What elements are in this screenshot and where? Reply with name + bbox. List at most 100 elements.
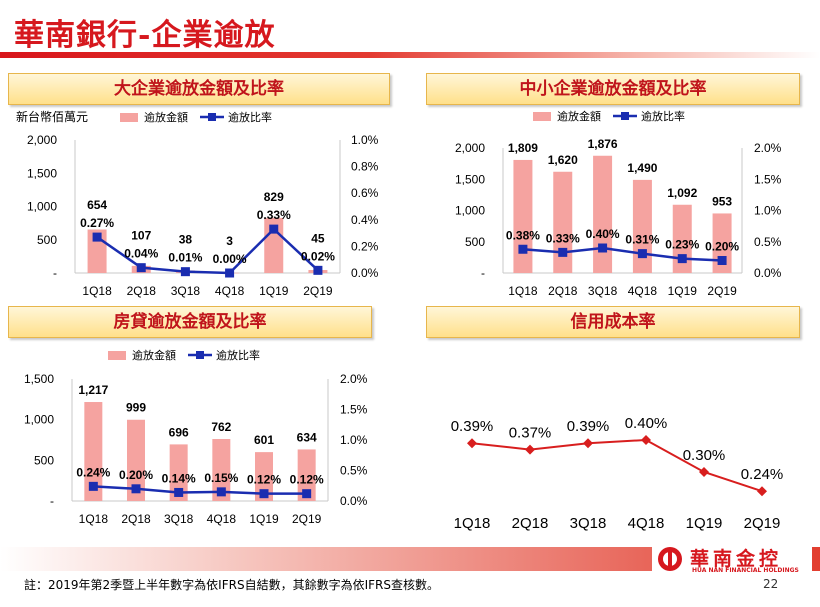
y-right-tick-label: 2.0% [754, 141, 782, 155]
bar [255, 452, 273, 501]
ratio-marker [216, 487, 226, 497]
credit-cost-value-label: 0.37% [509, 425, 552, 442]
ratio-marker [131, 484, 141, 494]
ratio-marker [136, 263, 146, 273]
logo-subtext: HUA NAN FINANCIAL HOLDINGS [692, 567, 799, 574]
x-tick-label: 1Q18 [508, 284, 538, 298]
credit-cost-marker [525, 444, 535, 455]
page-title: 華南銀行-企業逾放 [14, 18, 276, 53]
ratio-value-label: 0.27% [80, 216, 114, 230]
panel-header-credit-cost: 信用成本率 [426, 306, 800, 338]
y-right-tick-label: 0.0% [754, 266, 782, 280]
bar [297, 449, 316, 501]
bar-value-label: 1,217 [78, 383, 108, 397]
x-tick-label: 2Q19 [303, 284, 333, 298]
page-number: 22 [763, 577, 779, 591]
y-right-tick-label: 0.0% [351, 266, 379, 280]
y-right-tick-label: 1.0% [351, 133, 379, 147]
bar [712, 213, 732, 273]
panel-header-mortgage: 房貸逾放金額及比率 [8, 306, 372, 338]
credit-cost-value-label: 0.30% [683, 447, 726, 464]
bar [127, 419, 145, 501]
credit-cost-marker [699, 467, 709, 477]
large-enterprise-chart: - 500 1,000 1,500 2,000 0.0% 0.2% 0.4% 0.6% 0.8% 1… [27, 110, 379, 298]
x-tick-label: 1Q19 [686, 515, 723, 532]
x-tick-label: 1Q18 [454, 515, 491, 532]
bar [593, 155, 613, 273]
credit-cost-value-label: 0.24% [741, 466, 784, 483]
legend-bar-label: 逾放金額 [132, 348, 176, 362]
x-tick-label: 3Q18 [588, 284, 618, 298]
x-tick-label: 3Q18 [171, 284, 201, 298]
ratio-value-label: 0.38% [506, 228, 540, 242]
credit-cost-value-label: 0.40% [625, 415, 668, 432]
bar-value-label: 3 [226, 234, 233, 248]
credit-cost-value-label: 0.39% [567, 418, 610, 435]
bar [513, 159, 533, 273]
ratio-value-label: 0.33% [257, 208, 291, 222]
y-left-tick-label: 500 [34, 453, 54, 467]
bar-value-label: 762 [211, 420, 231, 434]
y-right-tick-label: 1.5% [754, 172, 782, 186]
ratio-line [522, 246, 723, 262]
bar [169, 444, 188, 501]
footnote: 註：2019年第2季暨上半年數字為依IFRS自結數，其餘數字為依IFRS查核數。 [24, 578, 439, 592]
ratio-marker [225, 268, 235, 278]
ratio-value-label: 0.31% [625, 233, 659, 247]
bar [84, 402, 103, 501]
legend-line-label: 逾放比率 [228, 110, 272, 124]
y-right-tick-label: 0.4% [351, 213, 379, 227]
bar-value-label: 634 [297, 430, 317, 444]
bar-value-label: 1,620 [548, 153, 578, 167]
y-right-tick-label: 2.0% [340, 372, 368, 386]
legend-bar-label: 逾放金額 [557, 109, 601, 123]
logo-text: 華南金控 [690, 548, 783, 570]
legend-line-marker [208, 113, 216, 121]
y-left-tick-label: 1,500 [455, 172, 485, 186]
y-left-tick-label: - [53, 266, 57, 280]
ratio-marker [717, 256, 727, 265]
ratio-value-label: 0.23% [665, 238, 699, 252]
y-right-tick-label: 0.5% [340, 464, 368, 478]
bar-value-label: 601 [254, 433, 274, 447]
panel-header-sme: 中小企業逾放金額及比率 [426, 73, 800, 105]
credit-cost-line [471, 438, 763, 493]
credit-cost-marker [467, 438, 477, 449]
ratio-marker [637, 249, 647, 259]
ratio-value-label: 0.02% [301, 249, 335, 263]
y-left-tick-label: 1,000 [455, 204, 485, 218]
ratio-marker [598, 243, 608, 253]
title-rule [0, 52, 820, 58]
ratio-value-label: 0.24% [76, 465, 110, 479]
logo-mark-icon [658, 547, 682, 571]
y-left-tick-label: 500 [37, 233, 57, 247]
ratio-value-label: 0.14% [162, 471, 196, 485]
y-left-tick-label: 1,000 [27, 200, 57, 214]
legend-bar-swatch [120, 113, 138, 122]
ratio-value-label: 0.15% [204, 471, 238, 485]
credit-cost-marker [641, 435, 651, 445]
ratio-marker [259, 489, 269, 499]
x-tick-label: 2Q19 [744, 515, 781, 532]
credit-cost-chart: 0.39% 0.37% 0.39% 0.40% 0.30% 0.24% 1Q18 2Q18 3Q… [451, 415, 784, 532]
ratio-value-label: 0.01% [168, 251, 202, 265]
credit-cost-marker [757, 486, 767, 497]
ratio-value-label: 0.12% [247, 473, 281, 487]
legend-line-label: 逾放比率 [216, 348, 260, 362]
y-left-tick-label: 1,000 [24, 413, 54, 427]
legend-line-label: 逾放比率 [641, 109, 685, 123]
ratio-marker [88, 481, 98, 491]
legend-line-marker [621, 112, 629, 120]
credit-cost-marker [583, 438, 593, 449]
ratio-marker [92, 232, 102, 242]
panel-header-large-enterprise: 大企業逾放金額及比率 [8, 73, 390, 105]
y-right-tick-label: 1.0% [340, 433, 368, 447]
bar-value-label: 654 [87, 198, 107, 212]
bar-value-label: 1,092 [667, 186, 697, 200]
x-tick-label: 1Q18 [82, 284, 112, 298]
credit-cost-value-label: 0.39% [451, 418, 494, 435]
ratio-value-label: 0.33% [546, 231, 580, 245]
x-tick-label: 2Q18 [548, 284, 578, 298]
bar-value-label: 38 [179, 233, 193, 247]
x-tick-label: 4Q18 [215, 284, 245, 298]
